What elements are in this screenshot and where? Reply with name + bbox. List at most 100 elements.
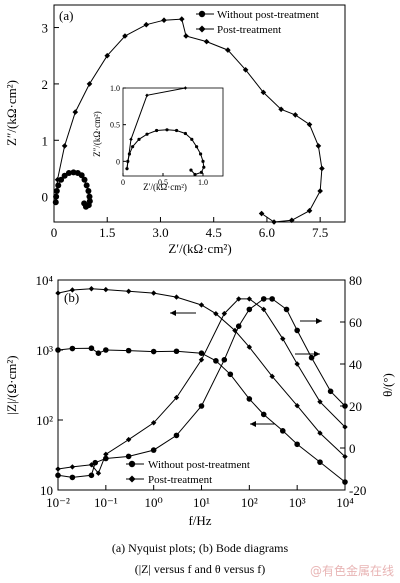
bode-modulus-post-point-1 <box>69 287 76 293</box>
nyquist-post-point-10 <box>183 33 189 39</box>
bode-x-tick-label-0: 10⁻² <box>46 495 70 510</box>
bode-x-tick-label-3: 10¹ <box>193 495 210 510</box>
bode-modulus-without-point-16 <box>342 479 348 485</box>
inset-without-point-4 <box>137 137 141 141</box>
bode-modulus-post-point-8 <box>213 311 219 317</box>
bode-phase-without-point-7 <box>173 432 180 439</box>
nyquist-post-point-5 <box>104 52 111 59</box>
bode-modulus-post-point-4 <box>125 288 132 294</box>
inset-post-point-0 <box>125 166 129 171</box>
inset-post-point-3 <box>183 86 188 90</box>
bode-modulus-without-point-10 <box>227 371 234 378</box>
nyquist-post-point-17 <box>306 121 313 128</box>
nyquist-post-point-24 <box>258 210 265 217</box>
bode-phase-without-point-5 <box>125 453 132 460</box>
inset-x-axis-label: Z′/(kΩ·cm²) <box>143 182 187 192</box>
legend-marker-without <box>198 10 206 18</box>
inset-frame <box>122 87 224 177</box>
bode-phase-post-point-2 <box>88 462 95 468</box>
bode-y-right-tick-label-5: 80 <box>349 273 362 288</box>
nyquist-y-tick-label-2: 2 <box>42 77 49 92</box>
nyquist-ticks: 0 1.5 3.0 4.5 6.0 7.5 0 1 2 3 <box>42 21 329 240</box>
bode-phase-without-point-1 <box>69 474 76 481</box>
bode-phase-without-point-12 <box>260 296 267 302</box>
nyquist-y-tick-label-0: 0 <box>42 190 49 205</box>
watermark: @有色金属在线 <box>309 564 394 578</box>
bode-phase-post-line <box>57 298 346 475</box>
bode-legend: Without post-treatment Post-treatment <box>126 459 250 486</box>
bode-panel-label: (b) <box>64 290 79 305</box>
legend-label-without: Without post-treatment <box>217 9 319 21</box>
inset-without-point-10 <box>190 137 194 141</box>
bode-phase-without-point-17 <box>327 388 334 395</box>
bode-x-tick-label-2: 10⁰ <box>145 495 163 510</box>
nyquist-post-point-0 <box>52 199 59 206</box>
nyquist-inset: 0 0.5 1.0 0 0.5 1.0 Z′/(kΩ·cm²) Z″/(kΩ·cm²) <box>92 84 224 192</box>
nyquist-x-tick-label-5: 7.5 <box>312 225 328 240</box>
inset-y-tick-label-1: 0.5 <box>110 121 120 130</box>
nyquist-post-point-14 <box>260 89 267 96</box>
bode-y-left-tick-label-1: 10² <box>36 413 53 428</box>
bode-modulus-without-point-8 <box>198 350 205 357</box>
nyquist-post-point-21 <box>306 207 313 214</box>
bode-modulus-without-point-13 <box>279 428 286 434</box>
nyquist-x-tick-label-0: 0 <box>51 225 58 240</box>
bode-modulus-post-point-10 <box>246 344 253 350</box>
bode-chart: (b) 10⁻² 10⁻¹ 10⁰ 10¹ 10² 10³ 10⁴1010²10³10⁴-2… <box>4 273 395 528</box>
inset-x-tick-label-1: 0.5 <box>158 178 168 187</box>
bode-modulus-post-point-13 <box>317 430 323 436</box>
nyquist-chart: (a) 0 1.5 3.0 4.5 6.0 7.5 0 1 2 3 Z′/(kΩ·cm²) Z″/… <box>4 4 346 256</box>
inset-without-point-15 <box>199 170 203 174</box>
figure-caption-line-2: (|Z| versus f and θ versus f) <box>134 562 266 576</box>
inset-without-point-12 <box>199 152 203 156</box>
nyquist-post-point-7 <box>143 21 150 28</box>
inset-ticks: 0 0.5 1.0 0 0.5 1.0 <box>110 84 208 187</box>
bode-y-right-tick-label-1: 0 <box>349 441 356 456</box>
bode-ticks: 10⁻² 10⁻¹ 10⁰ 10¹ 10² 10³ 10⁴1010²10³10⁴-20020… <box>35 273 366 510</box>
nyquist-post-point-18 <box>315 143 322 149</box>
bode-legend-marker-post <box>128 475 136 483</box>
nyquist-series <box>52 16 325 225</box>
bode-phase-post-point-4 <box>103 451 109 457</box>
bode-y-right-tick-label-2: 20 <box>349 399 362 414</box>
bode-y-left-tick-label-0: 10 <box>40 483 53 498</box>
nyquist-post-point-8 <box>161 17 167 24</box>
bode-x-tick-label-5: 10³ <box>289 495 306 510</box>
nyquist-panel-label: (a) <box>59 8 73 23</box>
bode-phase-post-point-1 <box>69 464 76 470</box>
inset-y-tick-label-0: 0 <box>116 157 120 166</box>
bode-phase-without-point-8 <box>198 403 205 409</box>
bode-phase-without-point-0 <box>55 472 61 479</box>
bode-y-right-tick-label-4: 60 <box>349 315 362 330</box>
nyquist-without-point-6 <box>65 169 72 176</box>
nyquist-without-point-9 <box>78 172 85 179</box>
bode-modulus-post-point-3 <box>103 286 109 293</box>
inset-y-axis-label: Z″/(kΩ·cm²) <box>92 111 102 157</box>
figure-caption-line-1: (a) Nyquist plots; (b) Bode diagrams <box>111 541 289 555</box>
bode-y-right-tick-label-0: -20 <box>349 483 366 498</box>
bode-modulus-without-point-3 <box>95 350 102 357</box>
bode-modulus-without-point-1 <box>69 345 76 352</box>
nyquist-without-point-4 <box>58 176 65 183</box>
arrow-right-middle <box>295 351 320 357</box>
nyquist-post-point-16 <box>292 112 299 118</box>
bode-y-left-axis-label: |Z|/(Ω·cm²) <box>4 355 19 414</box>
nyquist-without-point-13 <box>86 193 93 200</box>
bode-series <box>55 286 348 485</box>
bode-modulus-without-point-5 <box>125 347 132 354</box>
nyquist-x-tick-label-2: 3.0 <box>152 225 168 240</box>
nyquist-x-tick-label-3: 4.5 <box>206 225 222 240</box>
bode-legend-label-post: Post-treatment <box>148 474 212 486</box>
bode-modulus-without-point-14 <box>294 441 300 448</box>
inset-without-point-13 <box>201 159 205 163</box>
bode-phase-without-point-14 <box>283 306 290 313</box>
nyquist-legend: Without post-treatment Post-treatment <box>196 9 319 36</box>
nyquist-post-point-2 <box>61 143 68 149</box>
bode-phase-post-point-8 <box>198 357 205 363</box>
nyquist-post-point-4 <box>86 81 93 87</box>
bode-x-tick-label-4: 10² <box>241 495 258 510</box>
inset-without-point-17 <box>189 168 193 172</box>
inset-x-tick-label-0: 0 <box>121 178 125 187</box>
nyquist-without-point-5 <box>61 172 68 179</box>
bode-phase-post-point-14 <box>294 361 300 367</box>
